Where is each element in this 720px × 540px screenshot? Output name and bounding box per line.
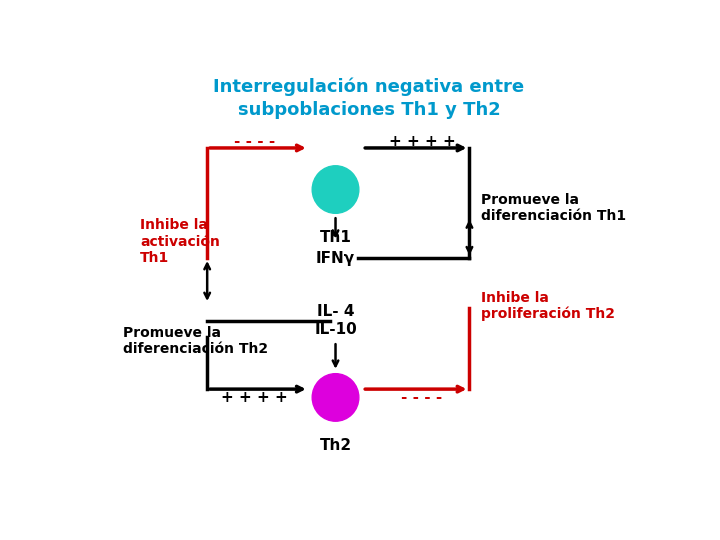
Text: + + + +: + + + + <box>221 390 288 405</box>
Text: Th1: Th1 <box>320 230 351 245</box>
Text: Interregulación negativa entre
subpoblaciones Th1 y Th2: Interregulación negativa entre subpoblac… <box>213 77 525 119</box>
Ellipse shape <box>312 166 359 213</box>
Text: Th2: Th2 <box>320 438 351 453</box>
Text: IFNγ: IFNγ <box>316 251 355 266</box>
Text: Inhibe la
activación
Th1: Inhibe la activación Th1 <box>140 218 220 265</box>
Text: IL- 4
IL-10: IL- 4 IL-10 <box>314 305 357 337</box>
Text: Inhibe la
proliferación Th2: Inhibe la proliferación Th2 <box>481 291 615 321</box>
Text: Promueve la
diferenciación Th1: Promueve la diferenciación Th1 <box>481 193 626 224</box>
Ellipse shape <box>312 374 359 421</box>
Text: Promueve la
diferenciación Th2: Promueve la diferenciación Th2 <box>124 326 269 356</box>
Text: + + + +: + + + + <box>389 134 455 149</box>
Text: - - - -: - - - - <box>234 134 275 149</box>
Text: - - - -: - - - - <box>401 390 443 405</box>
